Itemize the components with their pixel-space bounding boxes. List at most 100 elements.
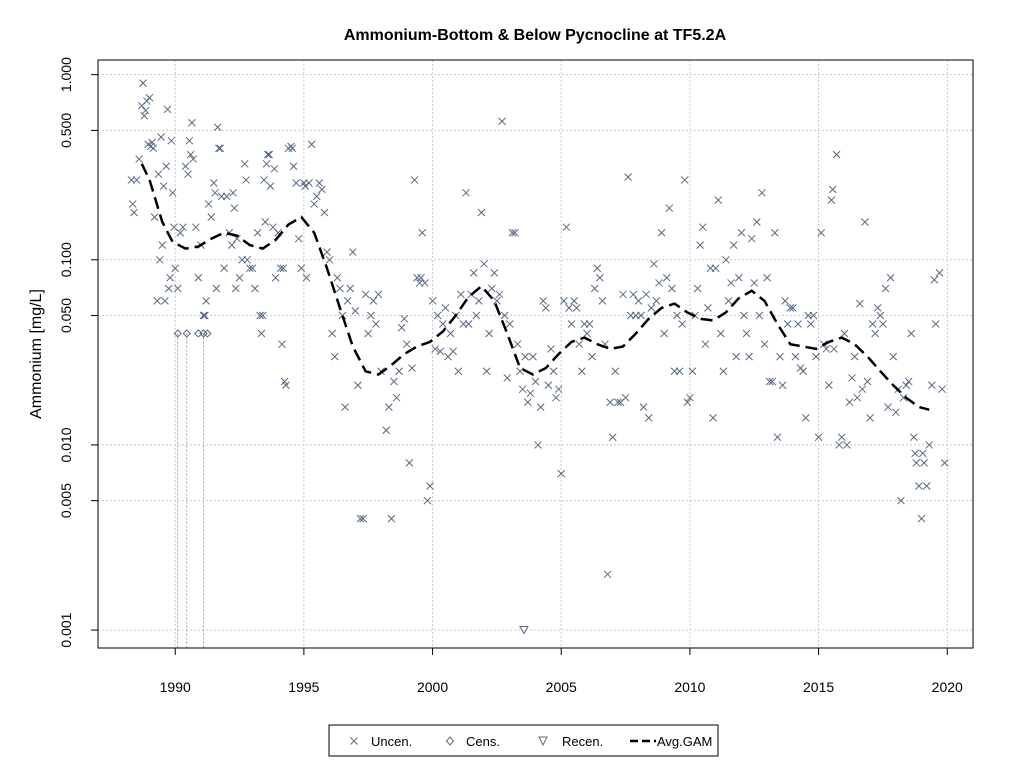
uncen-point: [577, 367, 586, 376]
uncen-point: [935, 269, 944, 277]
uncen-point: [776, 352, 784, 361]
uncen-point: [513, 340, 522, 349]
uncen-point: [256, 311, 264, 320]
uncen-point: [714, 196, 723, 204]
legend-label-cens: Cens.: [466, 734, 500, 749]
uncen-point: [547, 345, 555, 353]
uncen-point: [454, 367, 463, 376]
uncen-point: [369, 297, 378, 305]
uncen-point: [938, 385, 946, 394]
uncen-point: [848, 374, 856, 382]
uncen-point: [541, 304, 550, 312]
uncen-point: [873, 304, 882, 312]
uncen-point: [876, 311, 885, 320]
uncen-point: [200, 311, 209, 320]
uncen-point: [359, 514, 367, 523]
uncen-point: [185, 136, 194, 145]
uncen-point: [171, 264, 180, 273]
uncen-point: [673, 311, 681, 320]
uncen-point: [405, 459, 414, 467]
legend-label-recen: Recen.: [562, 734, 603, 749]
uncen-point: [143, 97, 151, 105]
uncen-point: [719, 367, 728, 376]
uncen-point: [554, 385, 563, 394]
uncen-point: [457, 290, 465, 299]
uncen-point: [595, 273, 604, 282]
x-marker-icon: [350, 737, 358, 745]
uncen-point: [750, 279, 759, 287]
uncen-point: [207, 213, 216, 221]
uncen-point: [323, 248, 331, 256]
uncen-point: [807, 320, 815, 328]
uncen-point: [531, 377, 540, 386]
uncen-point: [598, 297, 607, 305]
uncen-point: [153, 297, 162, 305]
uncen-point: [866, 414, 874, 422]
uncen-point: [341, 403, 349, 411]
uncen-point: [140, 111, 149, 120]
uncen-point: [608, 433, 617, 442]
legend-box: [328, 724, 719, 757]
y-tick-label: 1.000: [58, 57, 74, 92]
uncen-point: [400, 314, 409, 323]
uncen-point: [505, 320, 514, 328]
uncen-point: [433, 311, 442, 320]
uncen-point: [861, 218, 869, 226]
uncen-point: [164, 284, 173, 293]
uncen-point: [845, 398, 854, 407]
uncen-point: [188, 118, 196, 127]
uncen-point: [773, 433, 782, 442]
uncen-point: [907, 329, 916, 338]
uncen-point: [660, 329, 669, 338]
uncen-point: [265, 150, 273, 159]
legend: Uncen. Cens. Recen. Avg.GAM: [328, 724, 719, 757]
uncen-point: [402, 340, 411, 349]
uncen-point: [734, 273, 743, 282]
x-tick-label: 2000: [417, 679, 448, 695]
uncen-point: [191, 223, 200, 232]
uncen-point: [163, 105, 172, 114]
uncen-point: [338, 311, 347, 320]
uncen-point: [585, 320, 594, 328]
uncen-point: [511, 228, 519, 237]
uncen-point: [213, 123, 222, 132]
uncen-point: [297, 264, 306, 273]
uncen-point: [235, 273, 244, 282]
uncen-point: [871, 329, 880, 338]
uncen-point: [688, 367, 697, 376]
uncen-point: [251, 284, 259, 293]
uncen-point: [449, 347, 458, 356]
uncen-point: [154, 170, 163, 179]
uncen-point: [858, 385, 867, 394]
uncen-point: [817, 228, 826, 237]
uncen-point: [763, 273, 771, 282]
x-tick-label: 1990: [160, 679, 191, 695]
uncen-point: [912, 459, 921, 467]
uncen-point: [668, 284, 676, 293]
uncen-point: [745, 352, 753, 361]
cens-point: [194, 329, 203, 338]
uncen-point: [575, 340, 584, 349]
x-tick-label: 2015: [803, 679, 834, 695]
uncen-point: [215, 144, 223, 153]
uncen-point: [294, 234, 303, 243]
uncen-point: [222, 192, 231, 201]
uncen-point: [732, 352, 741, 361]
uncen-point: [523, 398, 532, 407]
uncen-point: [701, 340, 710, 349]
uncen-point: [590, 284, 599, 293]
uncen-point: [464, 320, 473, 328]
y-tick-label: 0.100: [58, 242, 74, 277]
uncen-point: [184, 170, 192, 179]
uncen-point: [139, 79, 147, 87]
legend-label-avg-gam: Avg.GAM: [657, 734, 712, 749]
uncen-point: [487, 284, 496, 293]
uncen-point: [603, 570, 612, 579]
uncen-point: [647, 304, 656, 312]
uncen-point: [686, 393, 694, 402]
uncen-point: [270, 164, 279, 173]
uncen-point: [828, 185, 837, 194]
uncen-point: [778, 381, 787, 390]
triangle-down-marker-icon: [538, 736, 548, 747]
uncen-point: [318, 185, 326, 194]
